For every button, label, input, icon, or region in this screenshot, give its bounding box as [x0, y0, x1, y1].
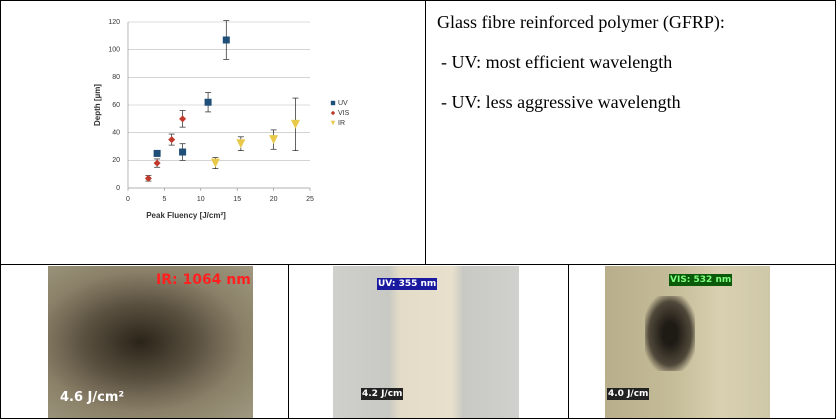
wavelength-label: IR: 1064 nm	[156, 272, 251, 288]
legend-label: VIS	[338, 110, 350, 117]
legend-marker	[331, 111, 335, 115]
photo: VIS: 532 nm 4.0 J/cm	[605, 266, 770, 418]
fluency-label: 4.0 J/cm	[607, 388, 649, 400]
fluency-label: 4.6 J/cm²	[60, 390, 124, 405]
y-axis-label: Depth [µm]	[93, 84, 102, 126]
point	[154, 160, 161, 167]
x-tick-label: 0	[126, 196, 130, 203]
legend-marker	[331, 121, 335, 125]
y-tick-label: 20	[112, 157, 120, 164]
x-tick-label: 20	[270, 196, 278, 203]
x-tick-label: 25	[306, 196, 314, 203]
legend-marker	[331, 101, 335, 105]
chart: Peak Fluency [J/cm²] Depth [µm] 0 20 40 60 8…	[90, 10, 390, 240]
legend-label: UV	[338, 100, 348, 107]
border	[0, 0, 836, 1]
wavelength-label: UV: 355 nm	[377, 278, 437, 290]
y-tick-label: 60	[112, 102, 120, 109]
x-tick-label: 5	[162, 196, 166, 203]
bullet: - UV: most efficient wavelength	[441, 52, 672, 73]
y-tick-label: 120	[108, 19, 120, 26]
point	[269, 135, 278, 144]
bullet: - UV: less aggressive wavelength	[441, 92, 681, 113]
heading: Glass fibre reinforced polymer (GFRP):	[437, 12, 725, 33]
photo: UV: 355 nm 4.2 J/cm	[333, 266, 519, 418]
point	[205, 99, 212, 106]
fluency-label: 4.2 J/cm	[361, 388, 403, 400]
y-tick-label: 40	[112, 130, 120, 137]
point	[236, 139, 245, 148]
wavelength-label: VIS: 532 nm	[669, 274, 732, 286]
page: Peak Fluency [J/cm²] Depth [µm] 0 20 40 60 8…	[0, 0, 836, 419]
y-tick-label: 100	[108, 47, 120, 54]
point	[291, 120, 300, 129]
point	[154, 150, 161, 157]
point	[179, 149, 186, 156]
x-tick-label: 10	[197, 196, 205, 203]
ablation-mark	[645, 296, 695, 371]
y-tick-label: 0	[116, 185, 120, 192]
border	[288, 264, 289, 419]
border	[0, 264, 836, 265]
border	[425, 0, 426, 264]
x-axis-label: Peak Fluency [J/cm²]	[146, 211, 226, 220]
y-tick-label: 80	[112, 74, 120, 81]
point	[211, 159, 220, 168]
x-tick-label: 15	[233, 196, 241, 203]
point	[168, 136, 175, 143]
photo: IR: 1064 nm 4.6 J/cm²	[48, 266, 253, 418]
border	[0, 0, 1, 419]
legend-label: IR	[338, 120, 345, 127]
point	[179, 115, 186, 122]
point	[223, 36, 230, 43]
border	[568, 264, 569, 419]
